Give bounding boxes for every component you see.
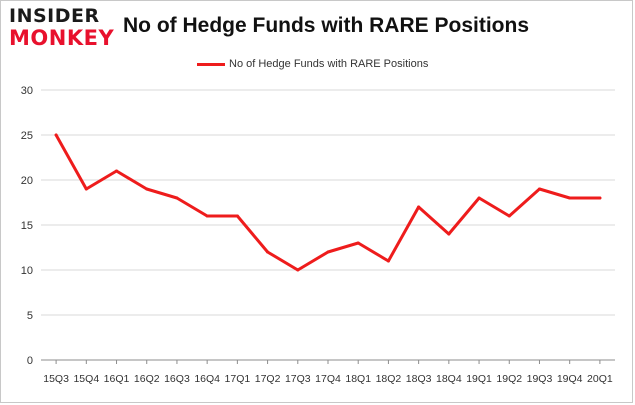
x-tick-label: 15Q4 bbox=[73, 373, 99, 385]
x-tick-label: 19Q2 bbox=[496, 373, 522, 385]
data-point bbox=[356, 241, 360, 245]
x-tick-label: 16Q4 bbox=[194, 373, 220, 385]
y-tick-label: 25 bbox=[21, 130, 33, 142]
data-point bbox=[447, 232, 451, 236]
y-tick-label: 30 bbox=[21, 85, 33, 97]
x-tick-label: 15Q3 bbox=[43, 373, 69, 385]
insider-monkey-logo: INSIDER MONKEY bbox=[9, 7, 115, 51]
data-point bbox=[205, 214, 209, 218]
logo-line-monkey: MONKEY bbox=[9, 26, 115, 50]
x-tick-label: 18Q4 bbox=[436, 373, 462, 385]
data-point bbox=[568, 196, 572, 200]
data-point bbox=[84, 187, 88, 191]
legend-label: No of Hedge Funds with RARE Positions bbox=[229, 58, 429, 70]
data-point bbox=[266, 250, 270, 254]
y-tick-label: 5 bbox=[27, 310, 33, 322]
y-tick-label: 0 bbox=[27, 355, 33, 367]
x-tick-label: 17Q2 bbox=[255, 373, 281, 385]
x-tick-label: 16Q3 bbox=[164, 373, 190, 385]
data-point bbox=[235, 214, 239, 218]
chart-title: No of Hedge Funds with RARE Positions bbox=[123, 14, 529, 37]
x-tick-label: 18Q2 bbox=[376, 373, 402, 385]
data-point bbox=[537, 187, 541, 191]
x-tick-label: 16Q2 bbox=[134, 373, 160, 385]
data-point bbox=[54, 133, 58, 137]
data-point bbox=[296, 268, 300, 272]
x-tick-label: 17Q3 bbox=[285, 373, 311, 385]
x-tick-label: 16Q1 bbox=[104, 373, 130, 385]
series-line bbox=[54, 133, 602, 272]
legend-swatch bbox=[197, 62, 225, 66]
x-tick-label: 19Q4 bbox=[557, 373, 583, 385]
x-tick-label: 17Q4 bbox=[315, 373, 341, 385]
data-point bbox=[477, 196, 481, 200]
x-tick-label: 17Q1 bbox=[225, 373, 251, 385]
x-tick-label: 18Q1 bbox=[345, 373, 371, 385]
data-point bbox=[115, 169, 119, 173]
x-tick-label: 19Q3 bbox=[527, 373, 553, 385]
x-tick-label: 19Q1 bbox=[466, 373, 492, 385]
data-point bbox=[175, 196, 179, 200]
data-point bbox=[598, 196, 602, 200]
data-point bbox=[507, 214, 511, 218]
data-point bbox=[145, 187, 149, 191]
data-point bbox=[326, 250, 330, 254]
chart-legend: No of Hedge Funds with RARE Positions bbox=[197, 56, 428, 72]
x-tick-label: 18Q3 bbox=[406, 373, 432, 385]
y-tick-label: 15 bbox=[21, 220, 33, 232]
x-tick-label: 20Q1 bbox=[587, 373, 613, 385]
data-point bbox=[386, 259, 390, 263]
data-point bbox=[417, 205, 421, 209]
y-tick-label: 20 bbox=[21, 175, 33, 187]
y-tick-label: 10 bbox=[21, 265, 33, 277]
logo-line-insider: INSIDER bbox=[9, 5, 100, 27]
